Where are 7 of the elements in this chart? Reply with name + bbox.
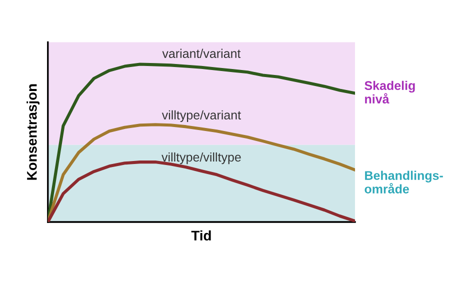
series-label: variant/variant — [162, 48, 241, 58]
series-label: villtype/variant — [162, 110, 241, 122]
series-label: villtype/villtype — [162, 152, 241, 164]
band-label: Skadelig nivå — [364, 80, 415, 104]
band-label: Behandlings- område — [364, 170, 443, 194]
x-axis-title: Tid — [191, 230, 211, 241]
y-axis-title: Konsentrasjon — [26, 84, 40, 180]
